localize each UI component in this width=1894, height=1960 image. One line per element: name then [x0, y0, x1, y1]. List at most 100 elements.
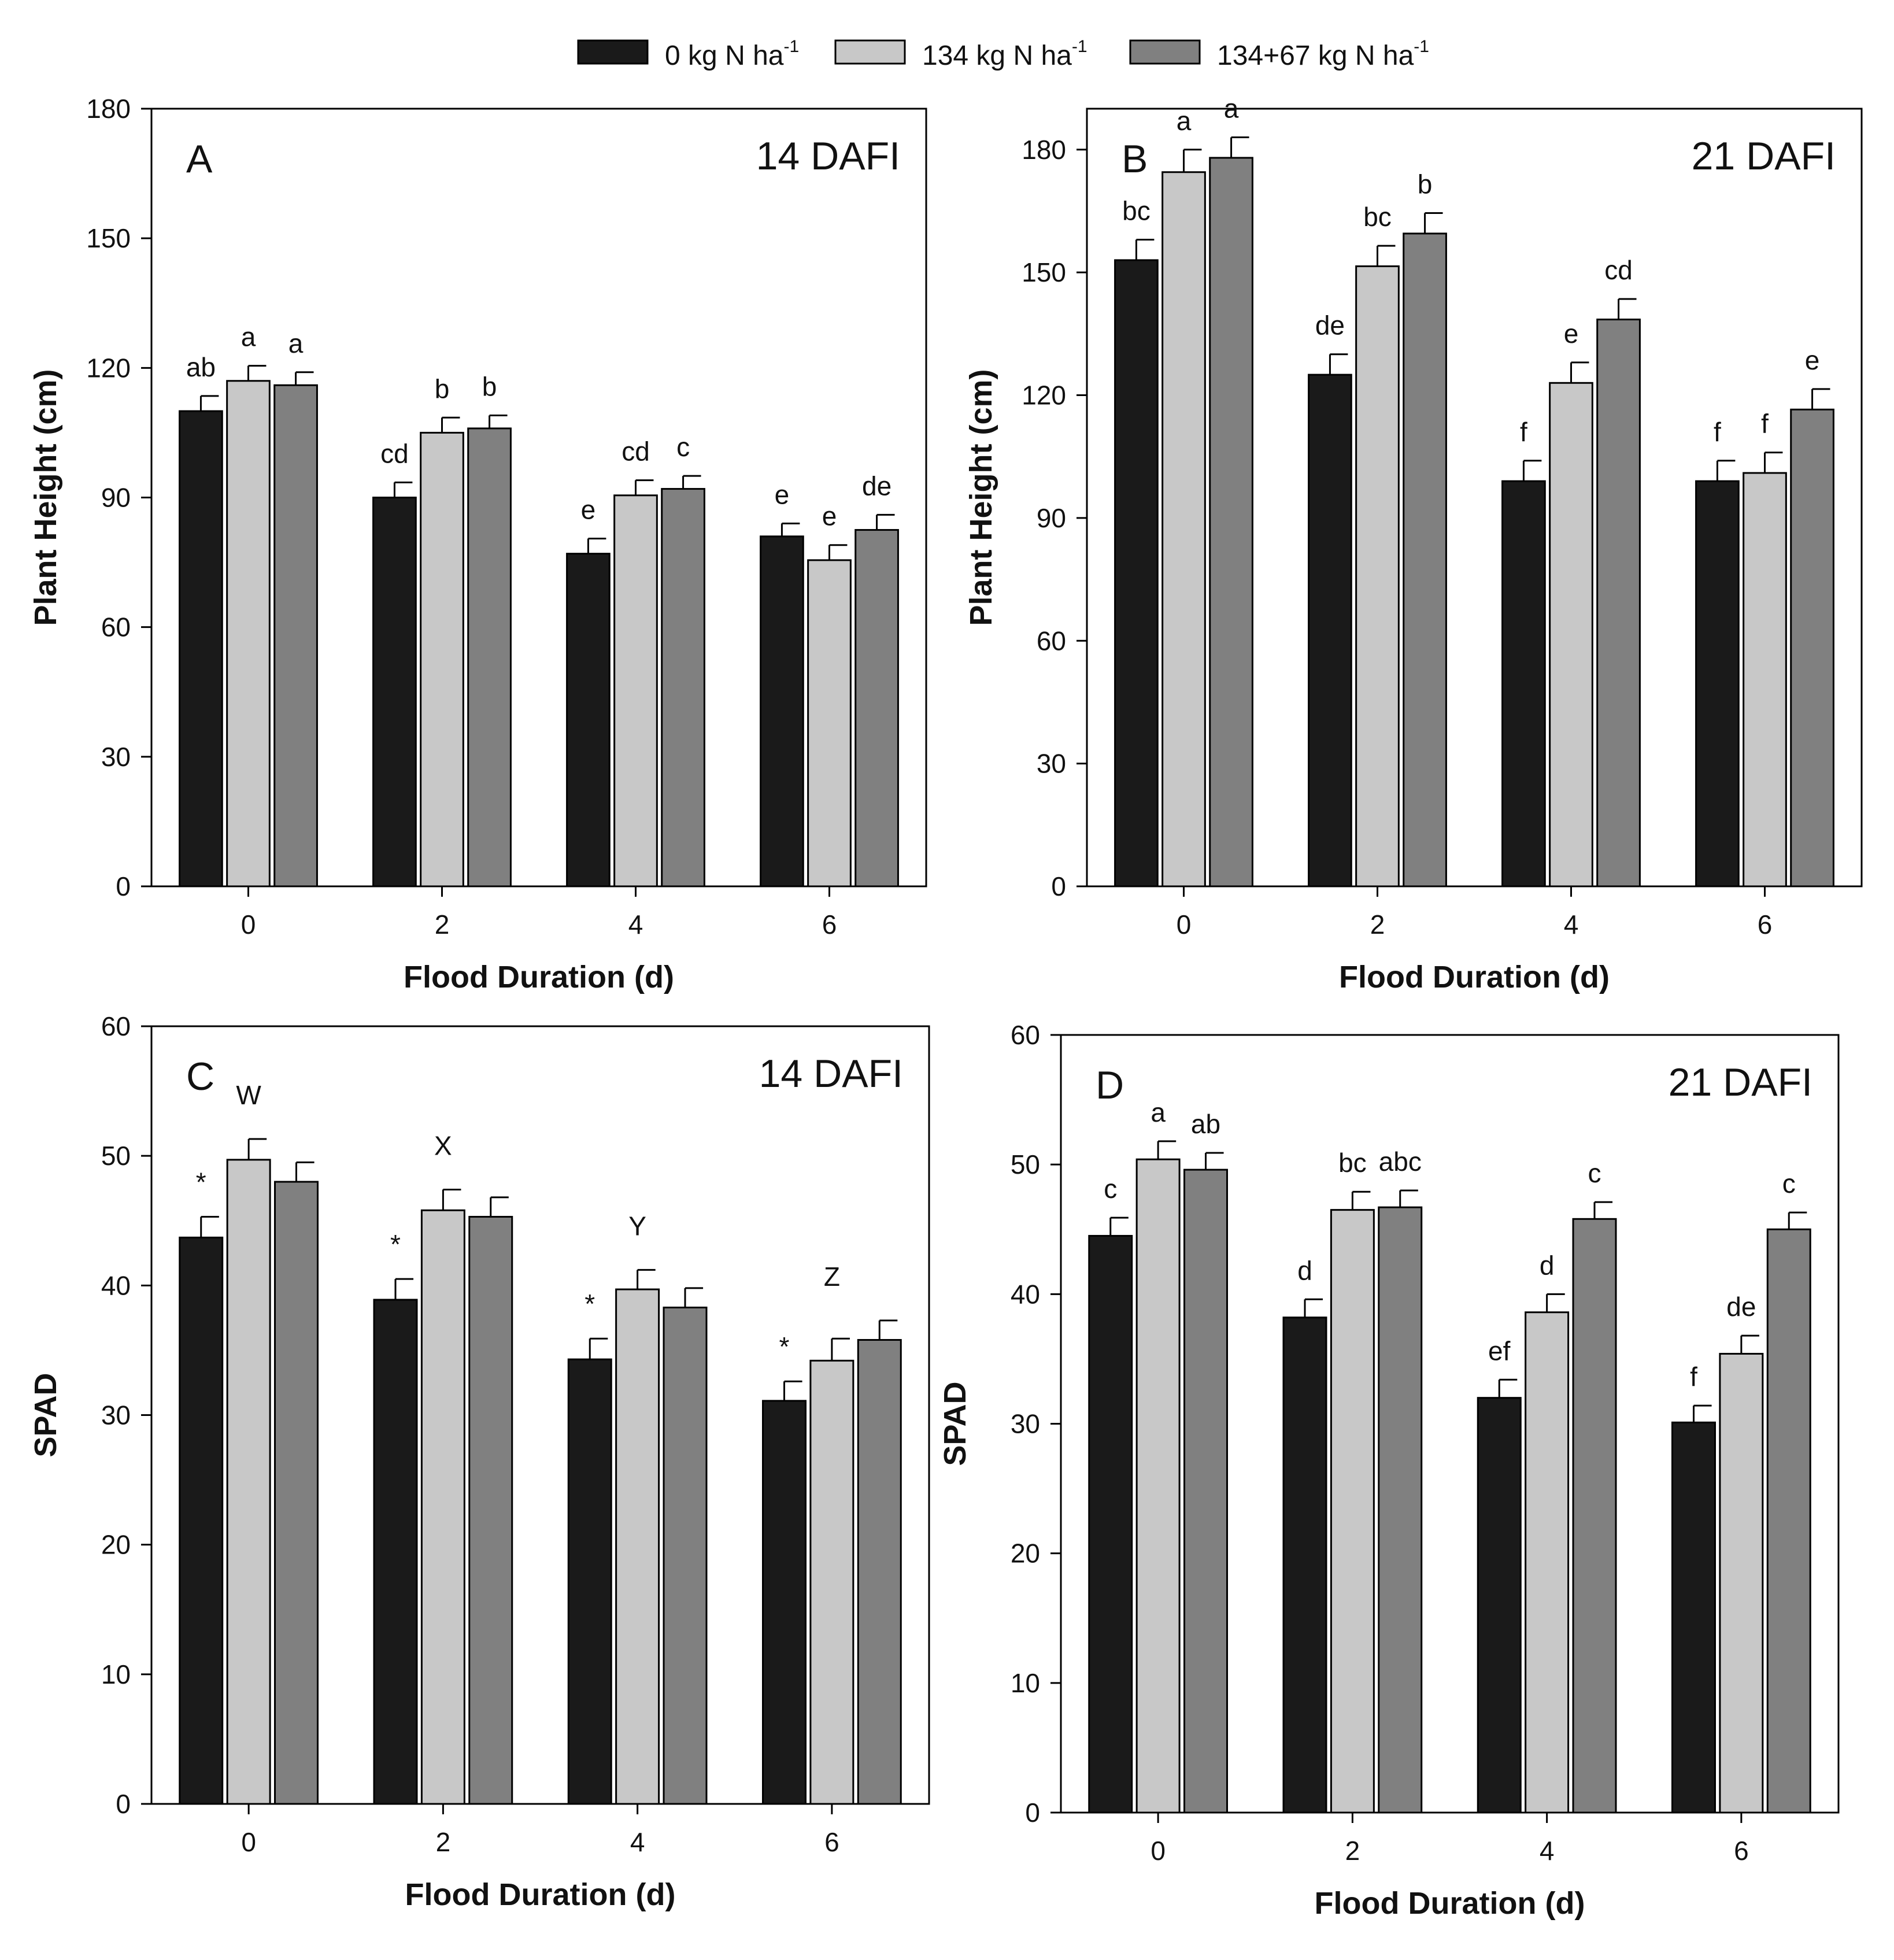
significance-letter: f — [1761, 409, 1769, 439]
bar — [420, 431, 464, 887]
y-tick-label: 150 — [86, 223, 131, 253]
x-tick-label: 6 — [824, 1827, 839, 1857]
y-tick-label: 10 — [101, 1659, 131, 1689]
significance-letter: e — [581, 494, 596, 524]
y-tick-label: 120 — [86, 353, 131, 383]
x-tick-label: 4 — [1540, 1836, 1555, 1866]
group-letter: X — [434, 1130, 452, 1160]
plot-frame — [1086, 108, 1863, 887]
bar — [567, 1358, 612, 1805]
y-tick-label: 50 — [101, 1141, 131, 1171]
bar — [273, 384, 318, 887]
panel-letter: A — [186, 137, 213, 181]
significance-letter: e — [1564, 319, 1579, 349]
significance-letter: a — [288, 328, 304, 358]
bar — [1135, 1158, 1181, 1814]
y-axis-title: Plant Height (cm) — [28, 369, 63, 626]
x-tick-label: 0 — [241, 1827, 256, 1857]
bar — [274, 1181, 319, 1805]
significance-letter: bc — [1338, 1148, 1367, 1178]
bar — [857, 1338, 902, 1805]
panel-d: 0 10 20 30 40 50 60 0 c a ab 2 d bc abc 4 ef d c 6 f de c D 21 D… — [938, 1020, 1840, 1921]
bar — [1355, 265, 1400, 887]
bar — [809, 1359, 854, 1805]
bar — [807, 559, 852, 887]
y-tick-label: 30 — [1011, 1409, 1040, 1439]
bar — [1501, 480, 1546, 887]
y-tick-label: 60 — [1011, 1020, 1040, 1050]
significance-letter: ab — [1191, 1109, 1220, 1139]
significance-letter: a — [1177, 106, 1192, 136]
bar — [468, 1216, 513, 1805]
y-tick-label: 0 — [116, 871, 131, 901]
significance-star: * — [390, 1229, 401, 1259]
x-tick-label: 0 — [241, 909, 256, 940]
group-letter: W — [236, 1080, 261, 1110]
y-tick-label: 90 — [101, 483, 131, 513]
y-tick-label: 150 — [1022, 257, 1066, 287]
legend-label-1: 134 kg N ha-1 — [922, 37, 1087, 71]
bar — [1282, 1316, 1327, 1814]
bar — [613, 494, 658, 887]
significance-letter: f — [1690, 1362, 1697, 1392]
legend-swatch-0 — [577, 39, 649, 65]
bar — [1209, 157, 1253, 887]
significance-letter: b — [1418, 169, 1433, 199]
significance-star: * — [196, 1167, 206, 1197]
significance-letter: cd — [380, 438, 409, 468]
x-tick-label: 6 — [822, 909, 837, 940]
bar — [1308, 373, 1352, 887]
y-axis-title: Plant Height (cm) — [964, 369, 998, 626]
significance-letter: ab — [186, 352, 216, 382]
panel-title: 14 DAFI — [759, 1052, 903, 1096]
x-tick-label: 0 — [1151, 1836, 1166, 1866]
y-tick-label: 30 — [101, 1400, 131, 1430]
significance-letter: e — [822, 501, 837, 531]
significance-letter: bc — [1122, 196, 1151, 226]
y-tick-label: 180 — [1022, 135, 1066, 165]
significance-letter: a — [241, 322, 256, 352]
group-letter: Y — [628, 1211, 646, 1241]
y-tick-label: 0 — [1025, 1798, 1040, 1828]
legend-swatch-2 — [1129, 39, 1201, 65]
x-axis-title: Flood Duration (d) — [404, 960, 674, 994]
y-tick-label: 0 — [116, 1789, 131, 1819]
significance-letter: de — [862, 471, 891, 501]
significance-letter: e — [775, 479, 790, 509]
x-tick-label: 4 — [1564, 909, 1579, 940]
significance-letter: abc — [1379, 1147, 1422, 1177]
bar — [1088, 1234, 1133, 1814]
x-axis-title: Flood Duration (d) — [1339, 960, 1610, 994]
significance-letter: a — [1151, 1097, 1166, 1127]
significance-letter: f — [1520, 417, 1527, 447]
significance-letter: c — [1782, 1168, 1796, 1199]
bar — [1183, 1168, 1228, 1814]
significance-letter: c — [1588, 1158, 1601, 1188]
bar — [1596, 319, 1641, 887]
panel-letter: C — [186, 1055, 214, 1099]
significance-letter: b — [435, 373, 450, 404]
significance-letter: cd — [622, 437, 650, 467]
y-tick-label: 20 — [101, 1530, 131, 1560]
bar — [1695, 480, 1740, 887]
bar — [1572, 1218, 1617, 1814]
y-tick-label: 60 — [101, 612, 131, 642]
bar — [1743, 472, 1787, 887]
bar — [1525, 1311, 1570, 1814]
significance-letter: f — [1714, 417, 1721, 447]
bar — [1403, 232, 1447, 887]
significance-star: * — [779, 1332, 790, 1362]
bar — [373, 1299, 418, 1805]
bar — [179, 410, 223, 887]
bar — [854, 529, 899, 887]
x-axis-title: Flood Duration (d) — [405, 1877, 676, 1912]
y-tick-label: 0 — [1051, 871, 1066, 901]
bar — [1790, 408, 1834, 887]
y-tick-label: 180 — [86, 94, 131, 124]
bar — [1114, 259, 1159, 887]
significance-star: * — [585, 1289, 595, 1319]
